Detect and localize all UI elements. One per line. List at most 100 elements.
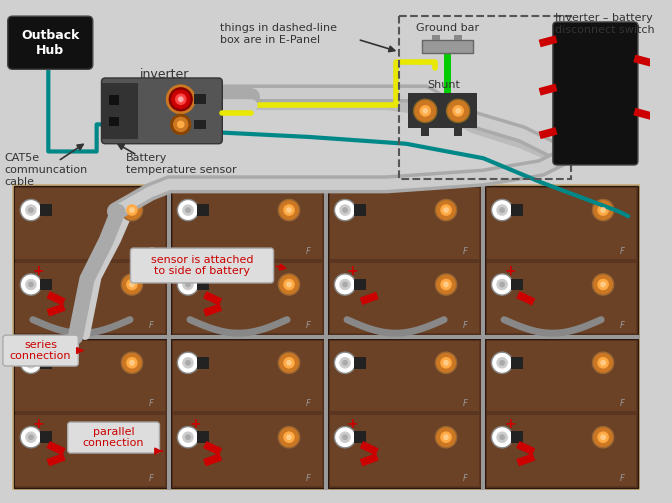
Bar xyxy=(511,357,523,369)
Circle shape xyxy=(497,204,508,216)
Bar xyxy=(173,415,322,486)
Circle shape xyxy=(185,434,191,440)
Circle shape xyxy=(597,432,609,443)
Polygon shape xyxy=(516,291,536,305)
Circle shape xyxy=(28,434,34,440)
Circle shape xyxy=(497,432,508,443)
Circle shape xyxy=(597,279,609,290)
Text: inverter: inverter xyxy=(140,67,189,80)
Circle shape xyxy=(423,108,428,114)
Circle shape xyxy=(435,427,457,448)
Polygon shape xyxy=(203,303,222,316)
Circle shape xyxy=(339,432,351,443)
Circle shape xyxy=(126,357,138,369)
Bar xyxy=(353,357,366,369)
Bar xyxy=(408,94,478,128)
Polygon shape xyxy=(203,441,222,455)
Circle shape xyxy=(129,207,135,213)
Circle shape xyxy=(182,204,194,216)
Text: F: F xyxy=(149,246,154,256)
Circle shape xyxy=(499,207,505,213)
Circle shape xyxy=(173,117,188,132)
Circle shape xyxy=(25,432,37,443)
Circle shape xyxy=(185,360,191,366)
Circle shape xyxy=(20,274,42,295)
Circle shape xyxy=(286,207,292,213)
Circle shape xyxy=(600,360,606,366)
Text: F: F xyxy=(620,474,625,483)
Bar xyxy=(487,341,636,411)
Text: F: F xyxy=(306,321,310,330)
Bar xyxy=(329,263,479,333)
Polygon shape xyxy=(203,453,222,466)
Circle shape xyxy=(168,87,194,112)
Text: parallel
connection: parallel connection xyxy=(83,427,144,448)
Circle shape xyxy=(182,357,194,369)
Circle shape xyxy=(499,360,505,366)
Circle shape xyxy=(497,357,508,369)
Text: Battery
temperature sensor: Battery temperature sensor xyxy=(126,153,237,175)
FancyBboxPatch shape xyxy=(101,78,222,144)
Text: +: + xyxy=(347,265,359,278)
Bar xyxy=(511,204,523,216)
Circle shape xyxy=(126,204,138,216)
Circle shape xyxy=(129,434,135,440)
Circle shape xyxy=(335,200,355,221)
FancyBboxPatch shape xyxy=(130,248,274,283)
Bar xyxy=(171,186,324,335)
Circle shape xyxy=(25,279,37,290)
Circle shape xyxy=(455,108,461,114)
Polygon shape xyxy=(539,83,558,96)
Circle shape xyxy=(491,352,513,373)
Bar xyxy=(13,339,167,488)
Circle shape xyxy=(170,114,192,135)
Bar xyxy=(173,263,322,333)
Circle shape xyxy=(185,282,191,287)
Bar xyxy=(328,339,481,488)
Text: Outback
Hub: Outback Hub xyxy=(21,29,79,57)
Circle shape xyxy=(28,282,34,287)
Bar xyxy=(40,357,52,369)
Circle shape xyxy=(593,352,614,373)
Circle shape xyxy=(283,204,295,216)
Circle shape xyxy=(335,274,355,295)
Circle shape xyxy=(20,200,42,221)
Circle shape xyxy=(593,200,614,221)
Circle shape xyxy=(435,352,457,373)
Bar xyxy=(432,35,439,40)
Polygon shape xyxy=(46,453,66,466)
Circle shape xyxy=(414,99,437,122)
Circle shape xyxy=(20,352,42,373)
Bar xyxy=(197,204,209,216)
Circle shape xyxy=(443,360,449,366)
Bar xyxy=(399,16,571,179)
Circle shape xyxy=(283,279,295,290)
Circle shape xyxy=(499,434,505,440)
Circle shape xyxy=(497,279,508,290)
Text: F: F xyxy=(620,321,625,330)
Bar xyxy=(485,186,638,335)
Circle shape xyxy=(278,274,300,295)
Circle shape xyxy=(182,279,194,290)
Circle shape xyxy=(177,352,199,373)
Circle shape xyxy=(440,432,452,443)
Circle shape xyxy=(278,200,300,221)
FancyBboxPatch shape xyxy=(3,335,79,366)
Text: +: + xyxy=(504,417,515,431)
Circle shape xyxy=(339,204,351,216)
Text: F: F xyxy=(463,474,468,483)
Text: +: + xyxy=(190,417,202,431)
Bar xyxy=(11,184,640,490)
Bar xyxy=(454,128,462,136)
Circle shape xyxy=(129,282,135,287)
Circle shape xyxy=(25,204,37,216)
Text: F: F xyxy=(620,246,625,256)
Bar xyxy=(481,184,485,490)
Circle shape xyxy=(600,282,606,287)
Circle shape xyxy=(491,274,513,295)
Circle shape xyxy=(278,352,300,373)
Circle shape xyxy=(126,279,138,290)
Text: +: + xyxy=(33,417,44,431)
Bar xyxy=(511,279,523,290)
Circle shape xyxy=(440,204,452,216)
